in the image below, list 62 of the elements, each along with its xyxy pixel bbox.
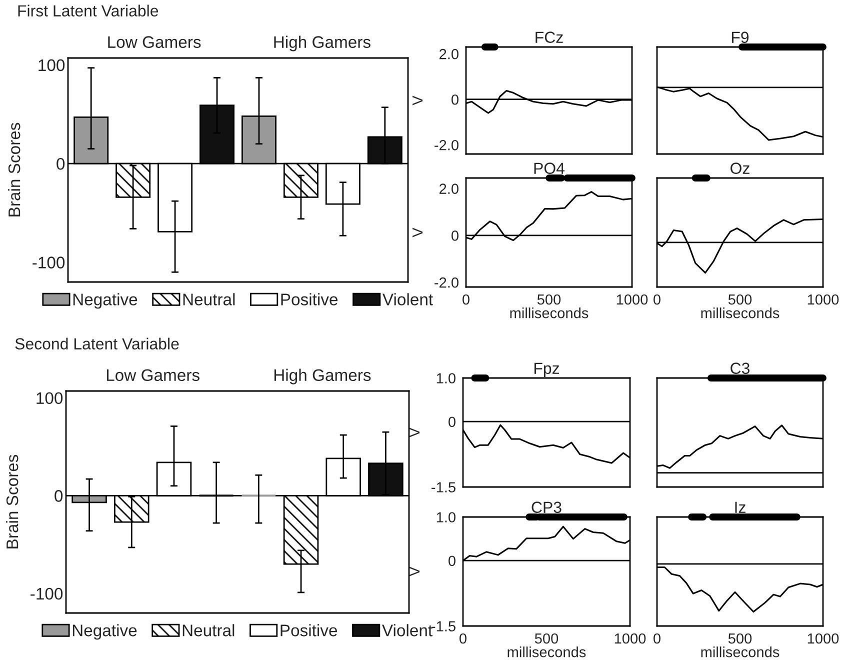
legend-label: Neutral (183, 293, 235, 306)
y-tick-label: -2.0 (434, 140, 458, 150)
x-tick-label: 1000 (808, 633, 839, 644)
legend-label: Positive (281, 293, 338, 306)
x-tick-label: 500 (537, 294, 561, 305)
chart-title: Second Latent Variable (15, 338, 179, 350)
text: Low Gamers (108, 36, 201, 48)
text: Low Gamers (106, 369, 200, 382)
y-axis-title: V (412, 96, 423, 106)
legend-label: Negative (73, 293, 138, 309)
y-tick-label: 0 (54, 490, 63, 502)
y-tick-label: 2.0 (440, 184, 458, 194)
y-tick-label: -1.5 (432, 621, 456, 632)
chart-title: PO4 (534, 162, 565, 174)
chart-title: CP3 (532, 502, 562, 513)
chart-title: Iz (735, 502, 746, 513)
x-axis-title: milliseconds (701, 646, 780, 658)
x-axis-title: milliseconds (508, 646, 586, 658)
legend-label: Negative (72, 624, 137, 640)
text: High Gamers (274, 368, 371, 384)
y-tick-label: -2.0 (434, 277, 458, 288)
x-axis-title: milliseconds (701, 308, 780, 318)
x-tick-label: 0 (462, 294, 470, 305)
x-tick-label: 1000 (808, 294, 839, 305)
chart-title: FCz (536, 32, 563, 43)
y-tick-label: 100 (38, 59, 65, 72)
y-tick-label: -100 (30, 588, 63, 600)
y-tick-label: 1.0 (436, 512, 456, 522)
legend-label: Neutral (182, 624, 234, 636)
y-tick-label: 0 (448, 556, 456, 566)
y-tick-label: 0 (56, 158, 65, 170)
x-tick-label: 0 (460, 633, 466, 644)
x-tick-label: 500 (728, 633, 752, 644)
text: High Gamers (274, 36, 370, 52)
y-tick-label: -1.5 (432, 482, 456, 492)
y-tick-label: 100 (36, 392, 63, 404)
x-tick-label: 1000 (616, 294, 648, 305)
x-axis-title: milliseconds (510, 308, 588, 318)
y-axis-title: V (410, 566, 420, 576)
x-tick-label: 500 (728, 294, 752, 305)
chart-title: Fpz (534, 362, 560, 378)
legend-label: Positive (280, 624, 338, 636)
y-tick-label: 0 (452, 94, 458, 105)
chart-title: First Latent Variable (18, 4, 158, 16)
y-axis-title: V (412, 228, 423, 238)
y-tick-label: 0 (452, 230, 458, 241)
y-axis-title: Brain Scores (6, 454, 18, 548)
legend-label: Violent (382, 293, 433, 306)
x-tick-label: 1000 (614, 633, 646, 644)
legend-label: Violent (382, 624, 432, 636)
y-tick-label: 2.0 (440, 48, 458, 60)
chart-title: Oz (730, 162, 750, 174)
x-tick-label: 500 (534, 633, 558, 644)
x-tick-label: 0 (654, 294, 660, 305)
chart-title: F9 (732, 32, 749, 43)
y-tick-label: -100 (32, 256, 65, 268)
y-axis-title: V (410, 428, 420, 438)
x-tick-label: 0 (654, 633, 660, 644)
chart-title: C3 (730, 362, 750, 374)
y-tick-label: 0 (448, 416, 456, 428)
y-axis-title: Brain Scores (8, 122, 20, 216)
y-tick-label: 1.0 (436, 373, 456, 384)
